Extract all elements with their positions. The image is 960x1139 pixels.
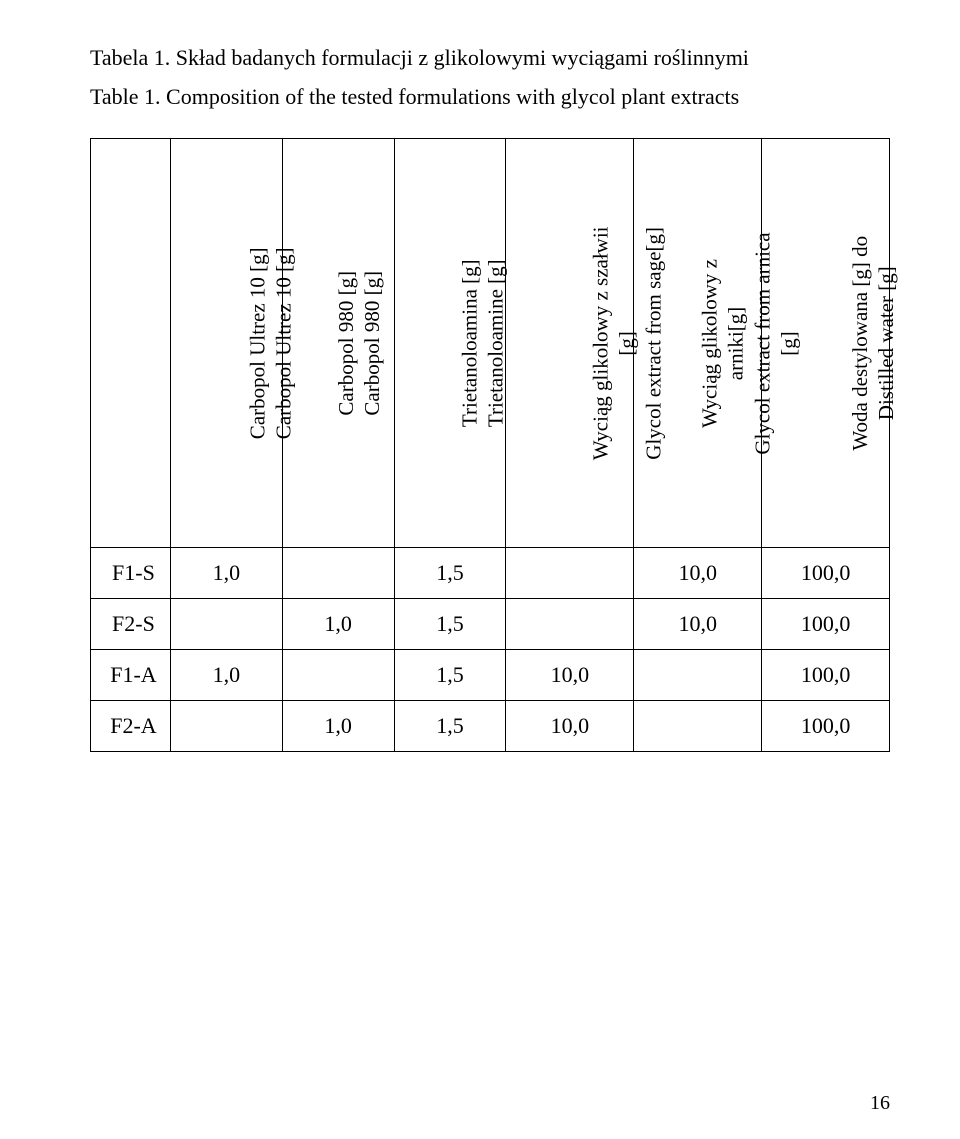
- header-text: Carbopol 980 [g] Carbopol 980 [g]: [333, 271, 386, 416]
- header-cell-sage-extract: Wyciąg glikolowy z szałwii [g] Glycol ex…: [506, 139, 634, 548]
- row-label: F2-A: [91, 701, 171, 752]
- header-text: Wyciąg glikolowy z arniki[g] Glycol extr…: [697, 232, 802, 454]
- cell: [634, 650, 762, 701]
- cell: [282, 650, 394, 701]
- header-row: Carbopol Ultrez 10 [g] Carbopol Ultrez 1…: [91, 139, 890, 548]
- row-label: F2-S: [91, 599, 171, 650]
- cell: 1,5: [394, 701, 506, 752]
- cell: 100,0: [762, 548, 890, 599]
- header-text: Wyciąg glikolowy z szałwii [g] Glycol ex…: [588, 226, 667, 460]
- header-cell-trietanoloamine: Trietanoloamina [g] Trietanoloamine [g]: [394, 139, 506, 548]
- cell: [506, 599, 634, 650]
- header-cell-carbopol-ultrez: Carbopol Ultrez 10 [g] Carbopol Ultrez 1…: [170, 139, 282, 548]
- table-row: F2-A 1,0 1,5 10,0 100,0: [91, 701, 890, 752]
- cell: 1,0: [282, 599, 394, 650]
- page-container: Tabela 1. Skład badanych formulacji z gl…: [0, 0, 960, 1139]
- table-caption: Tabela 1. Skład badanych formulacji z gl…: [90, 40, 890, 114]
- cell: [634, 701, 762, 752]
- header-cell-empty: [91, 139, 171, 548]
- table-head: Carbopol Ultrez 10 [g] Carbopol Ultrez 1…: [91, 139, 890, 548]
- header-cell-carbopol-980: Carbopol 980 [g] Carbopol 980 [g]: [282, 139, 394, 548]
- cell: [506, 548, 634, 599]
- caption-line-1: Tabela 1. Skład badanych formulacji z gl…: [90, 40, 890, 75]
- row-label: F1-A: [91, 650, 171, 701]
- cell: 1,5: [394, 599, 506, 650]
- cell: 1,0: [170, 548, 282, 599]
- cell: 1,0: [170, 650, 282, 701]
- table-row: F1-S 1,0 1,5 10,0 100,0: [91, 548, 890, 599]
- caption-line-2: Table 1. Composition of the tested formu…: [90, 79, 890, 114]
- table-row: F1-A 1,0 1,5 10,0 100,0: [91, 650, 890, 701]
- table-body: F1-S 1,0 1,5 10,0 100,0 F2-S 1,0 1,5 10,…: [91, 548, 890, 752]
- cell: 1,0: [282, 701, 394, 752]
- page-number: 16: [870, 1092, 890, 1115]
- cell: 10,0: [634, 599, 762, 650]
- cell: 1,5: [394, 650, 506, 701]
- cell: [170, 701, 282, 752]
- cell: [282, 548, 394, 599]
- header-text: Carbopol Ultrez 10 [g] Carbopol Ultrez 1…: [245, 247, 298, 439]
- cell: 10,0: [506, 650, 634, 701]
- cell: [170, 599, 282, 650]
- table-row: F2-S 1,0 1,5 10,0 100,0: [91, 599, 890, 650]
- header-text: Woda destylowana [g] do Distilled water …: [847, 236, 900, 451]
- row-label: F1-S: [91, 548, 171, 599]
- cell: 100,0: [762, 701, 890, 752]
- cell: 100,0: [762, 599, 890, 650]
- cell: 10,0: [506, 701, 634, 752]
- cell: 1,5: [394, 548, 506, 599]
- header-text: Trietanoloamina [g] Trietanoloamine [g]: [456, 259, 509, 427]
- composition-table: Carbopol Ultrez 10 [g] Carbopol Ultrez 1…: [90, 138, 890, 752]
- cell: 100,0: [762, 650, 890, 701]
- cell: 10,0: [634, 548, 762, 599]
